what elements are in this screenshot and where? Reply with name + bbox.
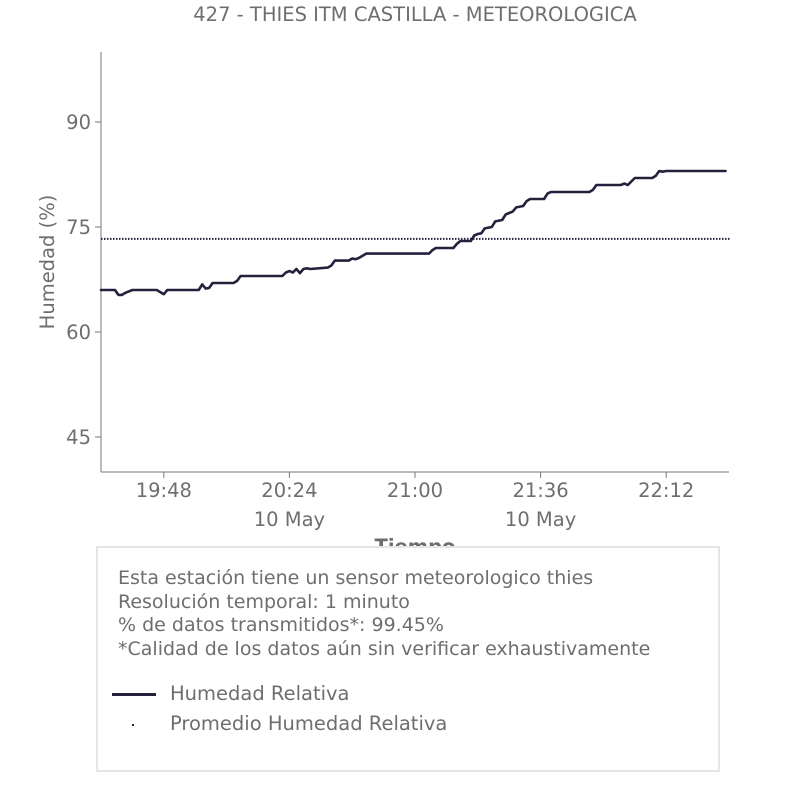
y-tick-label: 45 bbox=[66, 426, 91, 449]
legend-label-humidity: Humedad Relativa bbox=[170, 682, 350, 705]
humidity-series-line bbox=[99, 169, 727, 297]
legend-label-average: Promedio Humedad Relativa bbox=[170, 712, 448, 735]
info-line-transmitted: % de datos transmitidos*: 99.45% bbox=[118, 614, 444, 636]
info-line-resolution: Resolución temporal: 1 minuto bbox=[118, 590, 410, 613]
x-tick-label: 21:00 bbox=[387, 479, 443, 502]
legend-dot-marker bbox=[110, 709, 156, 739]
y-tick-label: 90 bbox=[66, 111, 91, 134]
legend-line-marker bbox=[110, 679, 156, 709]
y-tick-label: 60 bbox=[66, 321, 91, 344]
y-axis-label: Humedad (%) bbox=[36, 195, 59, 330]
x-tick-date-label: 10 May bbox=[254, 508, 325, 531]
x-tick-label: 19:48 bbox=[136, 479, 192, 502]
x-tick-label: 21:36 bbox=[512, 479, 568, 502]
x-tick-label: 20:24 bbox=[261, 479, 317, 502]
chart-title: 427 - THIES ITM CASTILLA - METEOROLOGICA bbox=[193, 3, 637, 26]
info-lines: Esta estación tiene un sensor meteorolog… bbox=[118, 567, 650, 661]
x-tick-date-label: 10 May bbox=[505, 508, 576, 531]
info-box: Esta estación tiene un sensor meteorolog… bbox=[96, 546, 720, 772]
info-line-sensor: Esta estación tiene un sensor meteorolog… bbox=[118, 567, 594, 589]
x-tick-label: 22:12 bbox=[638, 479, 694, 502]
y-tick-label: 75 bbox=[66, 216, 91, 239]
info-line-quality-note: *Calidad de los datos aún sin verificar … bbox=[118, 637, 651, 660]
